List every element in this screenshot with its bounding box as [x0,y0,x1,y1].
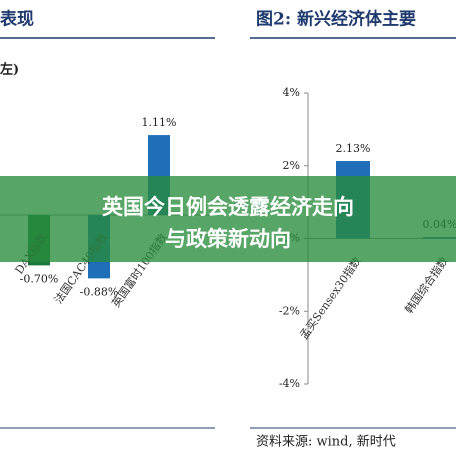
value-label: 2.13% [336,142,371,155]
x-tick-label: 韩国综合指数 [402,254,451,316]
x-tick-label: 孟买Sensex30指数 [297,254,364,342]
value-label: -0.88% [80,285,119,298]
headline: 与政策新动向 [165,227,291,251]
axis-label: 左) [0,62,19,78]
banner [0,176,456,262]
y-tick-label: -4% [279,377,300,390]
source: 资料来源: wind, 新时代 [256,434,396,450]
chart-title: 图2: 新兴经济体主要 [256,9,416,30]
headline: 英国今日例会透露经济走向 [102,195,354,219]
y-tick-label: -2% [279,304,300,317]
value-label: -0.70% [20,272,59,285]
headline-banner: 英国今日例会透露经济走向 与政策新动向 [0,176,456,262]
value-label: 1.11% [142,116,177,129]
y-tick-label: 2% [283,159,300,172]
y-tick-label: 4% [283,86,300,99]
chart-title: 表现 [0,9,34,30]
